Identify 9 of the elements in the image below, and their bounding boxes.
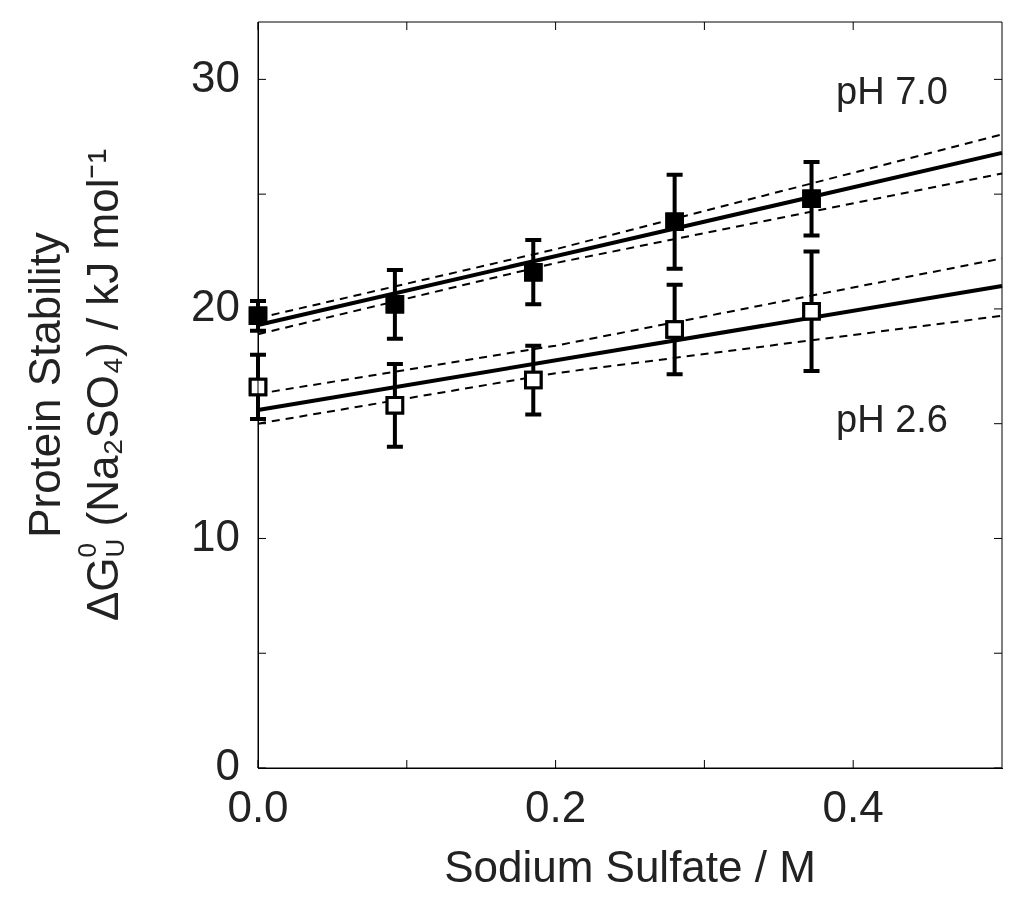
y-tick-label: 30 xyxy=(191,51,240,101)
x-tick-label: 0.2 xyxy=(525,782,587,832)
legend-label: pH 2.6 xyxy=(836,397,948,440)
y-tick-label: 20 xyxy=(191,281,240,331)
x-tick-label: 0.4 xyxy=(822,782,884,832)
x-axis-title: Sodium Sulfate / M xyxy=(444,842,816,892)
legend-label: pH 7.0 xyxy=(836,70,948,113)
y-axis-title: Protein Stability ΔG0U (Na₂SO₄) / kJ mol⁻¹ xyxy=(20,148,131,622)
y-tick-label: 10 xyxy=(191,510,240,560)
